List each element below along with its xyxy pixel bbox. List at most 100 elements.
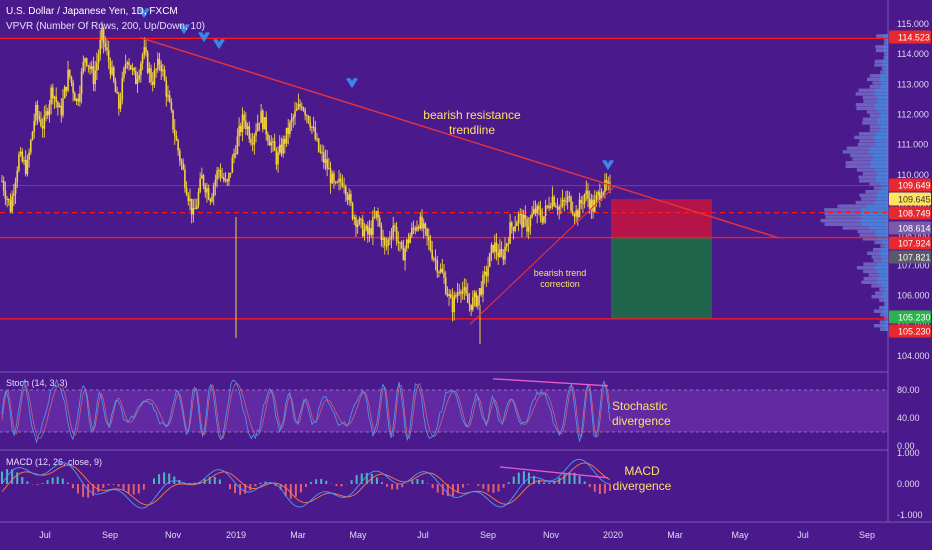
macd-histogram-bar bbox=[82, 484, 85, 497]
volume-profile-bar bbox=[859, 193, 888, 198]
candle-body bbox=[9, 200, 12, 212]
candle-body bbox=[421, 216, 423, 229]
volume-profile-bar bbox=[824, 222, 888, 226]
candle-body bbox=[251, 143, 254, 145]
candle-body bbox=[13, 193, 15, 196]
volume-profile-bar bbox=[884, 52, 888, 56]
volume-profile-bar bbox=[845, 161, 888, 165]
volume-profile-bar bbox=[820, 218, 888, 223]
macd-title: MACD (12, 26, close, 9) bbox=[6, 457, 102, 467]
macd-line bbox=[1, 458, 611, 509]
candle-body bbox=[16, 170, 19, 183]
macd-axis-label: -1.000 bbox=[897, 510, 923, 520]
volume-profile-bar bbox=[878, 190, 888, 194]
candle-body bbox=[456, 292, 459, 297]
volume-profile-bar bbox=[883, 56, 888, 60]
candle-body bbox=[285, 127, 288, 144]
macd-histogram-bar bbox=[563, 474, 566, 484]
price-axis-label: 114.000 bbox=[897, 49, 929, 59]
candle-body bbox=[314, 127, 317, 140]
price-axis-label: 106.000 bbox=[897, 291, 930, 301]
candle-body bbox=[260, 110, 262, 123]
candle-body bbox=[382, 237, 384, 240]
macd-histogram-bar bbox=[502, 484, 505, 488]
macd-histogram-bar bbox=[244, 484, 247, 494]
macd-histogram-bar bbox=[289, 484, 292, 499]
annotation-correction: correction bbox=[540, 279, 580, 289]
volume-profile-bar bbox=[882, 309, 888, 313]
candle-body bbox=[270, 142, 273, 146]
macd-histogram-bar bbox=[492, 484, 495, 493]
candle-body bbox=[570, 196, 572, 211]
candle-body bbox=[162, 69, 164, 72]
candle-body bbox=[519, 214, 522, 216]
volume-profile-bar bbox=[842, 150, 888, 154]
volume-profile-bar bbox=[881, 81, 888, 85]
candle-body bbox=[387, 239, 389, 246]
volume-profile-bar bbox=[845, 164, 888, 169]
macd-histogram-bar bbox=[259, 482, 262, 484]
candle-body bbox=[302, 108, 305, 111]
time-axis-label: Jul bbox=[39, 530, 51, 540]
macd-histogram-bar bbox=[249, 484, 252, 491]
volume-profile-bar bbox=[862, 121, 888, 125]
candle-body bbox=[60, 105, 63, 116]
macd-histogram-bar bbox=[153, 478, 155, 484]
candle-body bbox=[571, 210, 574, 215]
candle-body bbox=[112, 67, 115, 82]
macd-histogram-bar bbox=[325, 480, 328, 484]
candle-body bbox=[253, 135, 256, 145]
volume-profile-bar bbox=[885, 66, 888, 71]
candle-body bbox=[136, 79, 139, 85]
candle-body bbox=[510, 222, 513, 228]
volume-profile-bar bbox=[881, 255, 888, 259]
candle-body bbox=[556, 207, 559, 210]
macd-histogram-bar bbox=[21, 477, 24, 484]
candle-body bbox=[48, 104, 51, 116]
candle-body bbox=[211, 196, 213, 202]
volume-profile-bar bbox=[872, 81, 888, 85]
candle-body bbox=[483, 271, 486, 275]
macd-histogram-bar bbox=[92, 484, 95, 496]
macd-histogram-bar bbox=[462, 484, 465, 488]
candle-body bbox=[140, 63, 142, 75]
volume-profile-bar bbox=[881, 258, 888, 263]
time-axis-label: Sep bbox=[102, 530, 118, 540]
candle-body bbox=[6, 198, 8, 200]
candle-body bbox=[202, 175, 205, 186]
candle-body bbox=[138, 74, 140, 80]
candle-body bbox=[221, 177, 223, 179]
down-arrow-icon bbox=[602, 160, 614, 170]
candle-body bbox=[58, 105, 61, 108]
vpvr-indicator-label[interactable]: VPVR (Number Of Rows, 200, Up/Down, 10) bbox=[6, 21, 205, 32]
candle-body bbox=[426, 228, 428, 237]
volume-profile-bar bbox=[881, 284, 888, 288]
volume-profile-bar bbox=[873, 135, 888, 140]
macd-histogram-bar bbox=[583, 481, 586, 484]
candle-body bbox=[170, 101, 173, 111]
time-axis-label: Jul bbox=[417, 530, 429, 540]
volume-profile-bar bbox=[882, 291, 888, 295]
macd-histogram-bar bbox=[517, 472, 520, 484]
macd-histogram-bar bbox=[117, 484, 120, 487]
macd-histogram-bar bbox=[178, 479, 181, 484]
candle-body bbox=[299, 103, 301, 107]
candle-body bbox=[339, 178, 342, 183]
macd-histogram-bar bbox=[522, 471, 525, 484]
macd-histogram-bar bbox=[229, 484, 231, 490]
candle-body bbox=[326, 159, 328, 169]
macd-histogram-bar bbox=[188, 482, 191, 484]
time-axis-label: Mar bbox=[667, 530, 683, 540]
volume-profile-bar bbox=[877, 117, 888, 121]
candle-body bbox=[134, 70, 137, 85]
candle-body bbox=[563, 199, 566, 201]
macd-histogram-bar bbox=[51, 477, 54, 484]
volume-profile-bar bbox=[872, 153, 888, 158]
macd-histogram-bar bbox=[441, 484, 444, 496]
volume-profile-bar bbox=[861, 280, 888, 284]
volume-profile-bar bbox=[863, 99, 888, 103]
candle-body bbox=[160, 64, 162, 72]
candle-body bbox=[361, 219, 364, 237]
volume-profile-bar bbox=[875, 229, 888, 234]
